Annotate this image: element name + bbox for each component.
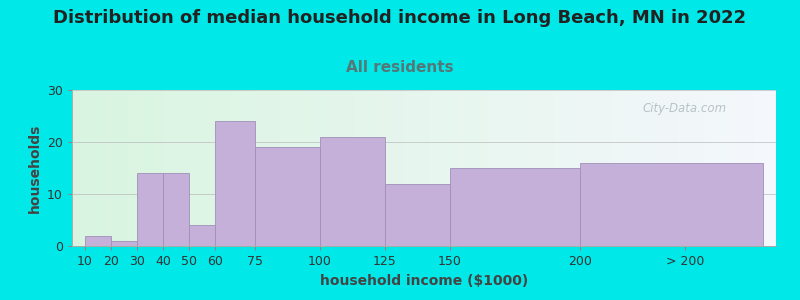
Bar — [111, 241, 137, 246]
Text: All residents: All residents — [346, 60, 454, 75]
Text: City-Data.com: City-Data.com — [642, 102, 726, 115]
Bar — [190, 225, 215, 246]
Bar — [320, 137, 385, 246]
Bar — [254, 147, 320, 246]
Bar — [85, 236, 111, 246]
X-axis label: household income ($1000): household income ($1000) — [320, 274, 528, 288]
Bar — [385, 184, 450, 246]
Bar — [163, 173, 190, 246]
Bar — [581, 163, 763, 246]
Y-axis label: households: households — [27, 123, 42, 213]
Text: Distribution of median household income in Long Beach, MN in 2022: Distribution of median household income … — [54, 9, 746, 27]
Bar — [137, 173, 163, 246]
Bar — [450, 168, 581, 246]
Bar — [215, 121, 254, 246]
